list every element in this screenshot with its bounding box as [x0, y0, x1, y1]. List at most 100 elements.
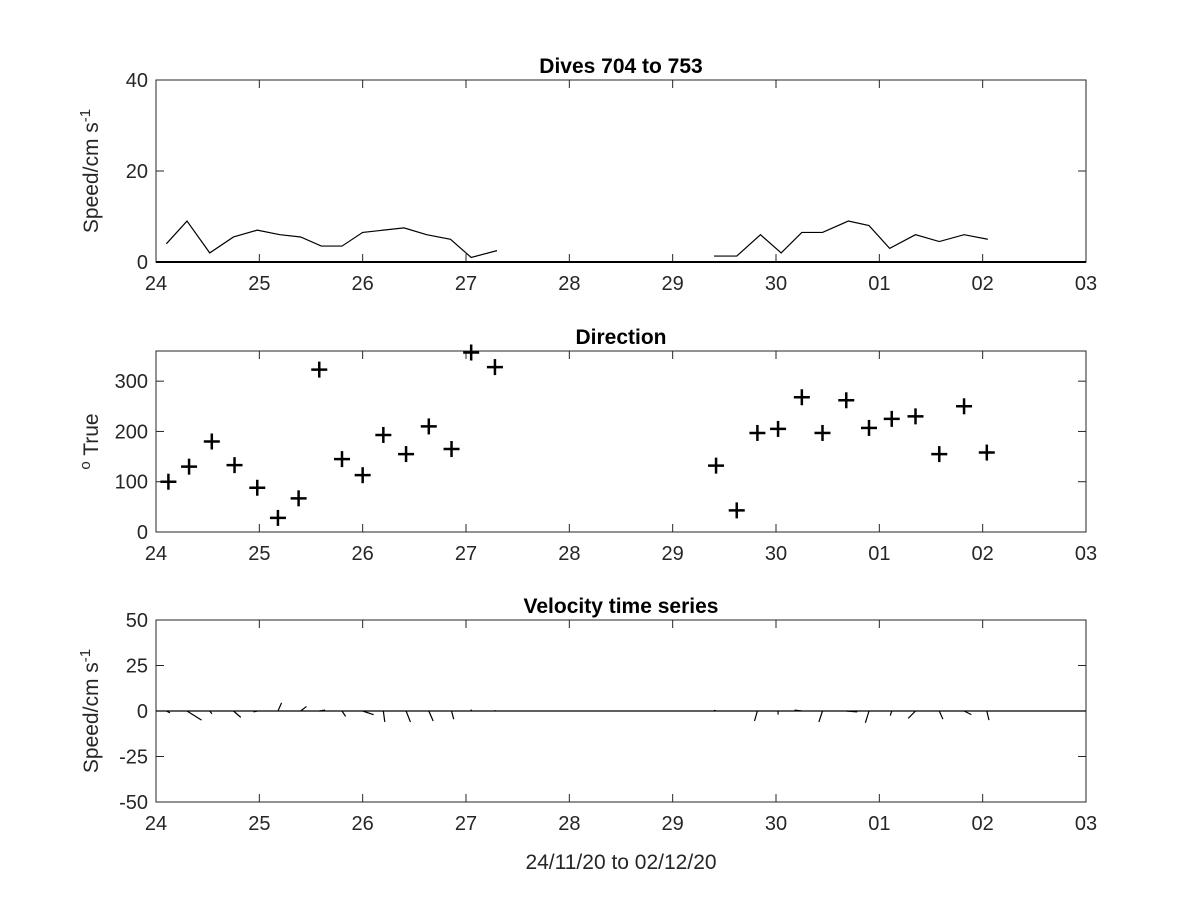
direction-point — [226, 457, 243, 474]
direction-point — [770, 420, 787, 437]
x-tick-label: 03 — [1075, 543, 1097, 565]
speed-axes: Dives 704 to 753 Speed/cm s-1 24 25 26 27 28… — [77, 55, 1098, 295]
velocity-axes: Velocity time series Speed/cm s-1 24 25 26… — [77, 595, 1098, 835]
direction-point — [486, 359, 503, 376]
y-tick-label: 25 — [126, 656, 148, 678]
x-tick-label: 24 — [145, 813, 167, 835]
velocity-stick — [986, 710, 990, 721]
direction-point — [861, 419, 877, 436]
speed-series-line — [165, 220, 498, 259]
y-tick-label: 300 — [115, 371, 148, 393]
velocity-stick — [938, 710, 944, 720]
x-tick-label: 26 — [352, 273, 374, 295]
velocity-chart-title: Velocity time series — [524, 595, 719, 618]
velocity-stick — [277, 702, 283, 712]
velocity-stick — [907, 710, 916, 719]
direction-point — [978, 444, 995, 461]
direction-point — [375, 426, 392, 443]
direction-point — [883, 410, 900, 427]
y-tick-label: 50 — [126, 610, 148, 632]
x-tick-label: 03 — [1075, 273, 1097, 295]
x-tick-label: 28 — [558, 273, 580, 295]
direction-point — [728, 502, 745, 519]
direction-point — [708, 457, 725, 474]
axes-frame — [155, 350, 1087, 533]
direction-point — [269, 509, 286, 526]
direction-point — [249, 479, 266, 496]
velocity-stick — [713, 709, 717, 712]
x-tick-label: 24 — [145, 543, 167, 565]
direction-point — [443, 441, 460, 458]
direction-chart-title: Direction — [575, 326, 666, 349]
x-tick-label: 01 — [868, 813, 890, 835]
y-tick-label: 200 — [115, 421, 148, 443]
velocity-stick — [186, 710, 202, 721]
y-tick-label: 20 — [126, 161, 148, 183]
x-tick-label: 27 — [455, 273, 477, 295]
x-tick-label: 26 — [352, 543, 374, 565]
x-tick-label: 29 — [662, 543, 684, 565]
velocity-stick — [428, 710, 434, 722]
velocity-stick — [794, 709, 802, 712]
direction-point — [838, 392, 855, 409]
speed-y-axis-label: Speed/cm s-1 — [77, 109, 104, 233]
velocity-stick — [753, 710, 758, 722]
direction-y-axis-label: o True — [77, 413, 104, 469]
direction-point — [814, 424, 831, 441]
y-tick-label: -25 — [119, 747, 148, 769]
x-tick-label: 01 — [868, 273, 890, 295]
direction-point — [181, 458, 198, 475]
x-tick-label: 24 — [145, 273, 167, 295]
y-tick-label: 0 — [137, 522, 148, 544]
direction-axes: Direction o True 24 25 26 27 28 29 30 01 02 03 0 10… — [77, 326, 1098, 565]
direction-point — [956, 398, 973, 415]
x-tick-label: 02 — [972, 273, 994, 295]
velocity-stick — [319, 709, 326, 712]
x-tick-label: 26 — [352, 813, 374, 835]
direction-point — [354, 467, 371, 484]
velocity-stick — [818, 710, 824, 723]
direction-point — [334, 451, 350, 468]
velocity-stick — [382, 710, 386, 722]
x-tick-label: 30 — [765, 813, 787, 835]
direction-point — [420, 418, 437, 435]
velocity-stick — [864, 710, 870, 724]
x-tick-label: 25 — [248, 813, 270, 835]
direction-point — [793, 389, 810, 406]
x-tick-label: 28 — [558, 543, 580, 565]
velocity-stick — [209, 710, 213, 715]
speed-series-line — [714, 220, 988, 257]
x-tick-label: 01 — [868, 543, 890, 565]
velocity-stick — [889, 710, 893, 716]
x-tick-label: 29 — [662, 273, 684, 295]
x-tick-label: 28 — [558, 813, 580, 835]
direction-point — [398, 446, 415, 463]
y-tick-label: 100 — [115, 472, 148, 494]
x-tick-label: 25 — [248, 273, 270, 295]
velocity-stick — [253, 710, 258, 713]
velocity-stick — [450, 710, 455, 720]
y-tick-label: 0 — [137, 252, 148, 274]
x-tick-label: 02 — [972, 543, 994, 565]
velocity-stick — [405, 710, 411, 723]
x-tick-label: 29 — [662, 813, 684, 835]
x-tick-label: 02 — [972, 813, 994, 835]
velocity-stick — [341, 710, 347, 717]
y-tick-label: 40 — [126, 70, 148, 92]
direction-point — [160, 473, 177, 490]
direction-point — [311, 361, 328, 378]
direction-point — [907, 408, 924, 425]
x-tick-label: 25 — [248, 543, 270, 565]
x-tick-label: 27 — [455, 543, 477, 565]
velocity-stick — [963, 710, 972, 716]
speed-chart-title: Dives 704 to 753 — [539, 55, 702, 78]
velocity-stick — [362, 710, 374, 716]
x-tick-label: 30 — [765, 273, 787, 295]
direction-point — [290, 490, 307, 507]
direction-point — [463, 344, 480, 361]
velocity-y-axis-label: Speed/cm s-1 — [77, 649, 104, 773]
direction-point — [749, 424, 766, 441]
y-tick-label: -50 — [119, 792, 148, 814]
